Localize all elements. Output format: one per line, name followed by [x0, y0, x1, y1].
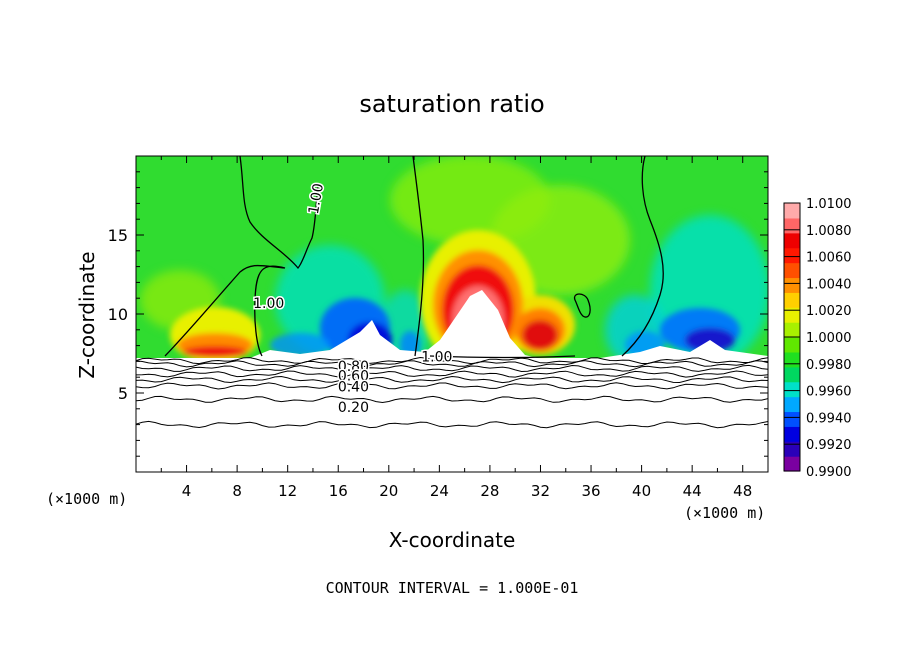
contour-label: 1.00 [253, 296, 284, 312]
x-tick-label: 24 [430, 482, 449, 500]
x-tick-label: 28 [480, 482, 499, 500]
colorbar-swatch [784, 441, 800, 457]
colorbar-label: 1.0020 [806, 304, 852, 319]
colorbar: 1.0100 1.0080 1.0060 1.0040 1.0020 1.0000 0.99… [783, 197, 852, 480]
colorbar-label: 1.0040 [806, 277, 852, 292]
colorbar-swatch [784, 456, 800, 472]
contour-label: 0.20 [338, 400, 369, 416]
lower-contour-line [136, 375, 768, 384]
colorbar-label: 0.9980 [806, 358, 852, 373]
x-tick-label: 48 [733, 482, 752, 500]
colorbar-swatch [784, 292, 800, 308]
y-tick-label: 10 [108, 305, 128, 324]
colorbar-swatch [784, 337, 800, 353]
contour-lines [164, 156, 664, 359]
x-tick-label: 36 [581, 482, 600, 500]
contour-label: 0.40 [338, 380, 369, 396]
contour-labels: 1.001.001.000.800.600.400.20 [252, 181, 454, 418]
colorbar-swatch [784, 262, 800, 279]
x-ticks: 4 8 12 16 20 24 28 32 36 40 44 48 [160, 156, 752, 500]
lower-contour-line [136, 370, 768, 378]
x-tick-label: 8 [232, 482, 242, 500]
x-tick-label: 32 [531, 482, 550, 500]
contour-1-00 [412, 156, 425, 357]
contour-label: 1.00 [421, 350, 452, 366]
lower-contour-line [136, 382, 768, 390]
x-axis-label: X-coordinate [389, 528, 516, 552]
colorbar-label: 1.0000 [806, 331, 852, 346]
colorbar-swatch [784, 426, 800, 442]
colorbar-label: 0.9900 [806, 465, 852, 480]
colorbar-swatch [784, 217, 800, 234]
lower-contours [136, 356, 768, 429]
x-unit-left: (×1000 m) [46, 490, 127, 508]
colorbar-label: 0.9960 [806, 385, 852, 400]
x-unit-right: (×1000 m) [684, 504, 765, 522]
x-tick-label: 44 [683, 482, 702, 500]
lower-contour-line [136, 395, 768, 404]
colorbar-swatch [784, 396, 800, 413]
field-zone [522, 320, 558, 350]
colorbar-label: 0.9920 [806, 438, 852, 453]
x-tick-label: 12 [278, 482, 297, 500]
lower-contour-line [136, 360, 768, 368]
colorbar-swatch [784, 203, 800, 219]
y-ticks: 5 10 15 [108, 171, 768, 457]
y-tick-label: 5 [118, 384, 128, 403]
colorbar-swatch [784, 232, 800, 249]
chart-title: saturation ratio [359, 90, 544, 118]
lower-contour-line [136, 364, 768, 373]
y-axis-label: Z-coordinate [75, 251, 99, 378]
x-tick-label: 4 [182, 482, 192, 500]
contour-1-00 [621, 156, 664, 357]
colorbar-swatch [784, 307, 800, 323]
colorbar-swatch [784, 247, 800, 264]
terrain-mask [136, 290, 768, 472]
colorbar-swatch [784, 366, 800, 383]
contour-1-00 [429, 355, 576, 359]
x-tick-label: 16 [329, 482, 348, 500]
colorbar-label: 1.0060 [806, 251, 852, 266]
y-tick-label: 15 [108, 226, 128, 245]
colorbar-swatch [784, 351, 800, 368]
contour-label: 0.80 [338, 359, 369, 375]
colorbar-label: 0.9940 [806, 411, 852, 426]
colorbar-swatch [784, 381, 800, 398]
colorbar-swatch [784, 322, 800, 338]
contour-1-00-closed [573, 293, 591, 318]
x-tick-label: 20 [379, 482, 398, 500]
contour-label: 0.60 [338, 369, 369, 385]
field-zone [270, 333, 330, 357]
colorbar-swatch [784, 277, 800, 293]
colorbar-label: 1.0080 [806, 224, 852, 239]
colorbar-swatch [784, 411, 800, 427]
colorbar-label: 1.0100 [806, 197, 852, 212]
contour-1-00 [239, 156, 319, 270]
contour-1-00 [164, 264, 286, 357]
lower-contour-line [136, 356, 768, 365]
lower-contour-line [136, 420, 768, 429]
field-zone [183, 346, 247, 358]
plot-area [136, 156, 768, 472]
contour-interval-note: CONTOUR INTERVAL = 1.000E-01 [326, 579, 579, 597]
x-tick-label: 40 [632, 482, 651, 500]
